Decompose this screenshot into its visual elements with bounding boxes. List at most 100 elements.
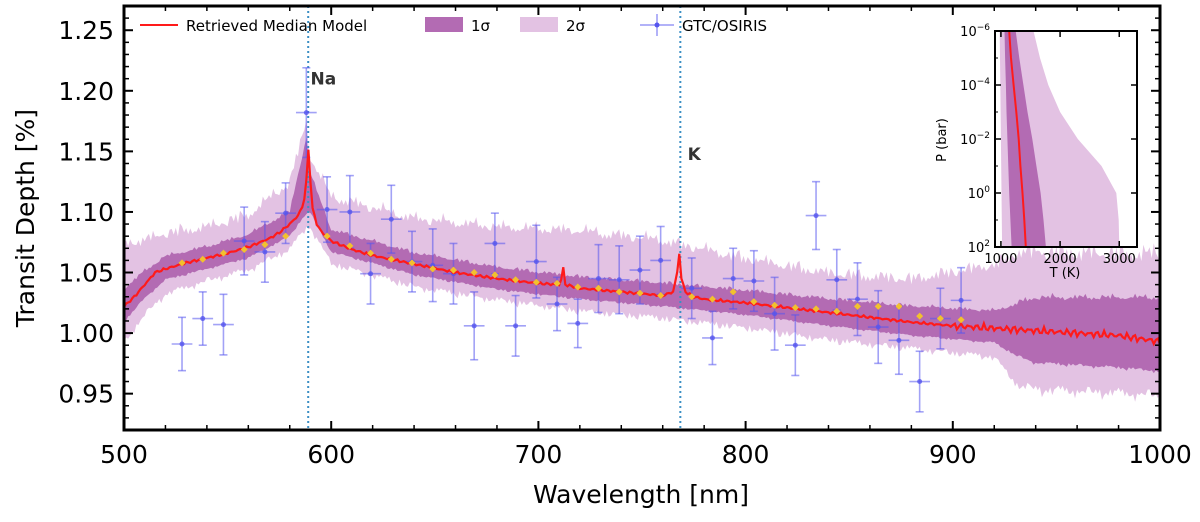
binned-model-point xyxy=(282,232,290,240)
observation-point xyxy=(360,242,381,305)
legend-sigma1-swatch xyxy=(425,17,463,32)
y-tick-label: 1.20 xyxy=(58,77,114,106)
inset-y-tick-label: 10−2 xyxy=(960,131,990,148)
binned-model-point xyxy=(594,284,602,292)
inset-y-tick-base: 10 xyxy=(960,133,977,148)
binned-model-point xyxy=(636,289,644,297)
binned-model-point xyxy=(729,288,737,296)
inset-y-tick-exponent: 2 xyxy=(984,239,990,249)
annotation-k: K xyxy=(688,145,702,165)
binned-model-point xyxy=(491,271,499,279)
legend-sigma1-label: 1σ xyxy=(471,17,491,35)
binned-model-point xyxy=(957,316,965,324)
observation-point xyxy=(171,316,193,372)
observation-marker xyxy=(492,240,498,246)
observation-marker xyxy=(324,207,330,213)
observation-marker xyxy=(200,316,206,322)
inset-x-tick-label: 1000 xyxy=(984,252,1017,267)
observation-point xyxy=(826,248,848,311)
legend-data-label: GTC/OSIRIS xyxy=(682,17,767,35)
binned-model-point xyxy=(936,315,944,323)
observation-marker xyxy=(751,278,757,284)
binned-model-point xyxy=(219,249,227,257)
observation-point xyxy=(505,294,526,357)
y-axis-label: Transit Depth [%] xyxy=(11,109,40,328)
observation-marker xyxy=(347,209,353,215)
observation-point xyxy=(254,220,276,284)
binned-model-point xyxy=(470,269,478,277)
observation-point xyxy=(463,291,485,361)
observation-marker xyxy=(637,267,643,273)
binned-model-point xyxy=(553,279,561,287)
inset-y-tick-label: 10−6 xyxy=(960,23,990,40)
x-tick-label: 800 xyxy=(722,440,770,469)
binned-model-point xyxy=(449,266,457,274)
observation-point xyxy=(764,276,785,351)
y-tick-label: 1.15 xyxy=(58,137,114,166)
inset-y-tick-base: 10 xyxy=(960,25,977,40)
binned-model-point xyxy=(833,307,841,315)
binned-model-point xyxy=(240,245,248,253)
binned-model-point xyxy=(708,295,716,303)
legend-data-swatch xyxy=(640,14,674,36)
observation-point xyxy=(295,66,317,159)
observation-marker xyxy=(875,324,881,330)
binned-model-point xyxy=(346,242,354,250)
binned-model-point xyxy=(853,302,861,310)
binned-model-layer xyxy=(178,232,965,324)
observation-marker xyxy=(917,379,923,385)
y-tick-label: 1.05 xyxy=(58,259,114,288)
inset-x-tick-label: 3000 xyxy=(1103,252,1136,267)
annotation-na: Na xyxy=(310,70,336,90)
observation-marker xyxy=(368,271,374,277)
observation-marker xyxy=(241,238,247,244)
observation-marker xyxy=(554,301,560,307)
inset-median-line xyxy=(1008,31,1027,247)
observation-marker xyxy=(772,311,778,317)
x-tick-label: 1000 xyxy=(1128,440,1192,469)
binned-model-point xyxy=(367,249,375,257)
observation-marker xyxy=(388,216,394,222)
observation-marker xyxy=(283,210,289,216)
inset-y-tick-label: 100 xyxy=(968,185,991,202)
inset-x-tick-label: 2000 xyxy=(1044,252,1077,267)
binned-model-point xyxy=(574,283,582,291)
observation-marker xyxy=(658,257,664,263)
observation-point xyxy=(847,262,868,337)
observation-point xyxy=(805,180,827,251)
inset-y-tick-base: 10 xyxy=(960,79,977,94)
observation-point xyxy=(909,350,931,413)
observation-marker xyxy=(896,337,902,343)
observation-point xyxy=(525,224,547,299)
legend: Retrieved Median Model 1σ 2σ GTC/OSIRIS xyxy=(140,14,767,36)
binned-model-point xyxy=(916,312,924,320)
observation-marker xyxy=(854,296,860,302)
observation-marker xyxy=(730,276,736,282)
binned-model-point xyxy=(532,278,540,286)
observation-marker xyxy=(262,249,268,255)
observation-point xyxy=(567,298,589,349)
x-tick-label: 900 xyxy=(929,440,977,469)
y-tick-label: 1.00 xyxy=(58,319,114,348)
inset-y-tick-label: 10−4 xyxy=(960,77,990,94)
observation-marker xyxy=(616,277,622,283)
observation-point xyxy=(784,314,806,377)
binned-model-point xyxy=(688,293,696,301)
binned-model-point xyxy=(615,288,623,296)
sigma1-band-layer xyxy=(124,137,1160,374)
inset-y-axis-label: P (bar) xyxy=(935,118,950,162)
binned-model-point xyxy=(750,298,758,306)
binned-model-point xyxy=(791,304,799,312)
observation-point xyxy=(339,174,361,250)
observation-point xyxy=(867,289,889,365)
binned-model-point xyxy=(387,255,395,263)
y-tick-label: 0.95 xyxy=(58,380,114,409)
observation-marker xyxy=(533,259,539,265)
binned-model-point xyxy=(178,259,186,267)
observation-point xyxy=(722,247,744,310)
observation-point xyxy=(233,206,255,276)
inset-y-tick-exponent: −6 xyxy=(977,23,991,33)
legend-median-label: Retrieved Median Model xyxy=(186,17,367,35)
observation-point xyxy=(608,245,630,315)
